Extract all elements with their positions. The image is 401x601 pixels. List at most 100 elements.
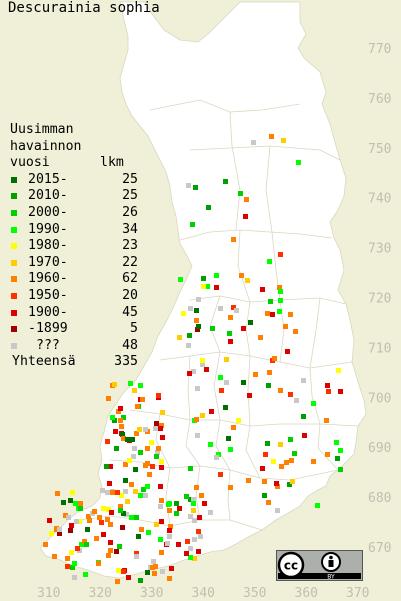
- observation-square: [248, 320, 253, 325]
- observation-square: [188, 546, 193, 551]
- observation-square: [218, 375, 223, 380]
- legend-header-line-1: Uusimman: [10, 122, 74, 137]
- legend-swatch: [11, 259, 17, 266]
- observation-square: [234, 308, 239, 313]
- legend-entry: 1980- 23: [10, 238, 138, 255]
- observation-square: [196, 324, 201, 329]
- observation-square: [302, 433, 307, 438]
- observation-square: [186, 183, 191, 188]
- observation-square: [224, 357, 229, 362]
- observation-square: [70, 565, 75, 570]
- observation-square: [324, 418, 329, 423]
- observation-square: [290, 479, 295, 484]
- observation-square: [241, 380, 246, 385]
- observation-square: [279, 464, 284, 469]
- observation-square: [132, 446, 137, 451]
- observation-square: [214, 273, 219, 278]
- creative-commons-by-badge[interactable]: cc BY: [276, 550, 363, 581]
- observation-square: [138, 383, 143, 388]
- observation-square: [288, 312, 293, 317]
- observation-square: [228, 339, 233, 344]
- observation-square: [123, 478, 128, 483]
- observation-square: [104, 464, 109, 469]
- observation-square: [267, 370, 272, 375]
- observation-square: [138, 578, 143, 583]
- observation-square: [130, 437, 135, 442]
- observation-square: [270, 312, 275, 317]
- observation-square: [208, 442, 213, 447]
- observation-square: [74, 519, 79, 524]
- observation-square: [194, 308, 199, 313]
- observation-square: [177, 335, 182, 340]
- observation-square: [167, 528, 172, 533]
- observation-square: [239, 273, 244, 278]
- observation-square: [154, 421, 159, 426]
- observation-square: [288, 392, 293, 397]
- observation-square: [57, 531, 62, 536]
- observation-square: [96, 561, 101, 566]
- observation-square: [87, 518, 92, 523]
- observation-square: [227, 331, 232, 336]
- observation-square: [174, 511, 179, 516]
- observation-square: [154, 454, 159, 459]
- observation-square: [275, 484, 280, 489]
- observation-square: [188, 555, 193, 560]
- legend-label: 2000-: [28, 204, 68, 220]
- observation-square: [156, 446, 161, 451]
- observation-square: [54, 527, 59, 532]
- observation-square: [311, 459, 316, 464]
- observation-square: [191, 508, 196, 513]
- observation-square: [188, 514, 193, 519]
- observation-square: [209, 409, 214, 414]
- legend: Uusimman havainnon vuosi lkm 2015- 25 2010…: [10, 122, 138, 371]
- observation-square: [150, 464, 155, 469]
- observation-square: [206, 205, 211, 210]
- observation-square: [208, 510, 213, 515]
- legend-swatch: [11, 193, 17, 200]
- y-axis-labels: 770 760 750 740 730 720 710 700 690 680 670: [368, 42, 391, 556]
- observation-square: [117, 544, 122, 549]
- observation-square: [83, 572, 88, 577]
- observation-square: [311, 401, 316, 406]
- legend-header-line-2: havainnon: [10, 138, 82, 154]
- observation-square: [158, 426, 163, 431]
- observation-square: [192, 518, 197, 523]
- x-axis-label: 350: [243, 586, 266, 601]
- x-axis-label: 320: [89, 586, 112, 601]
- observation-square: [191, 501, 196, 506]
- observation-square: [231, 425, 236, 430]
- y-axis-label: 680: [368, 491, 391, 506]
- legend-swatch: [11, 243, 17, 250]
- observation-square: [133, 467, 138, 472]
- observation-square: [65, 564, 70, 569]
- observation-square: [145, 446, 150, 451]
- observation-square: [278, 442, 283, 447]
- observation-square: [277, 285, 282, 290]
- x-axis-label: 370: [346, 586, 369, 601]
- observation-square: [275, 508, 280, 513]
- observation-square: [156, 393, 161, 398]
- observation-square: [186, 343, 191, 348]
- observation-square: [154, 522, 159, 527]
- legend-label: 1960-: [28, 271, 68, 287]
- legend-label: 1980-: [28, 238, 68, 254]
- observation-square: [202, 501, 207, 506]
- observation-square: [184, 551, 189, 556]
- observation-square: [241, 326, 246, 331]
- observation-square: [143, 463, 148, 468]
- legend-label: 1950-: [28, 287, 68, 303]
- observation-square: [244, 197, 249, 202]
- observation-square: [158, 537, 163, 542]
- observation-square: [181, 311, 186, 316]
- observation-squares: [43, 134, 343, 584]
- observation-square: [167, 508, 172, 513]
- observation-square: [47, 518, 52, 523]
- observation-square: [43, 542, 48, 547]
- observation-square: [119, 493, 124, 498]
- observation-square: [113, 429, 118, 434]
- observation-square: [335, 456, 340, 461]
- observation-square: [301, 414, 306, 419]
- legend-count: 48: [122, 337, 138, 353]
- observation-square: [134, 554, 139, 559]
- observation-square: [231, 237, 236, 242]
